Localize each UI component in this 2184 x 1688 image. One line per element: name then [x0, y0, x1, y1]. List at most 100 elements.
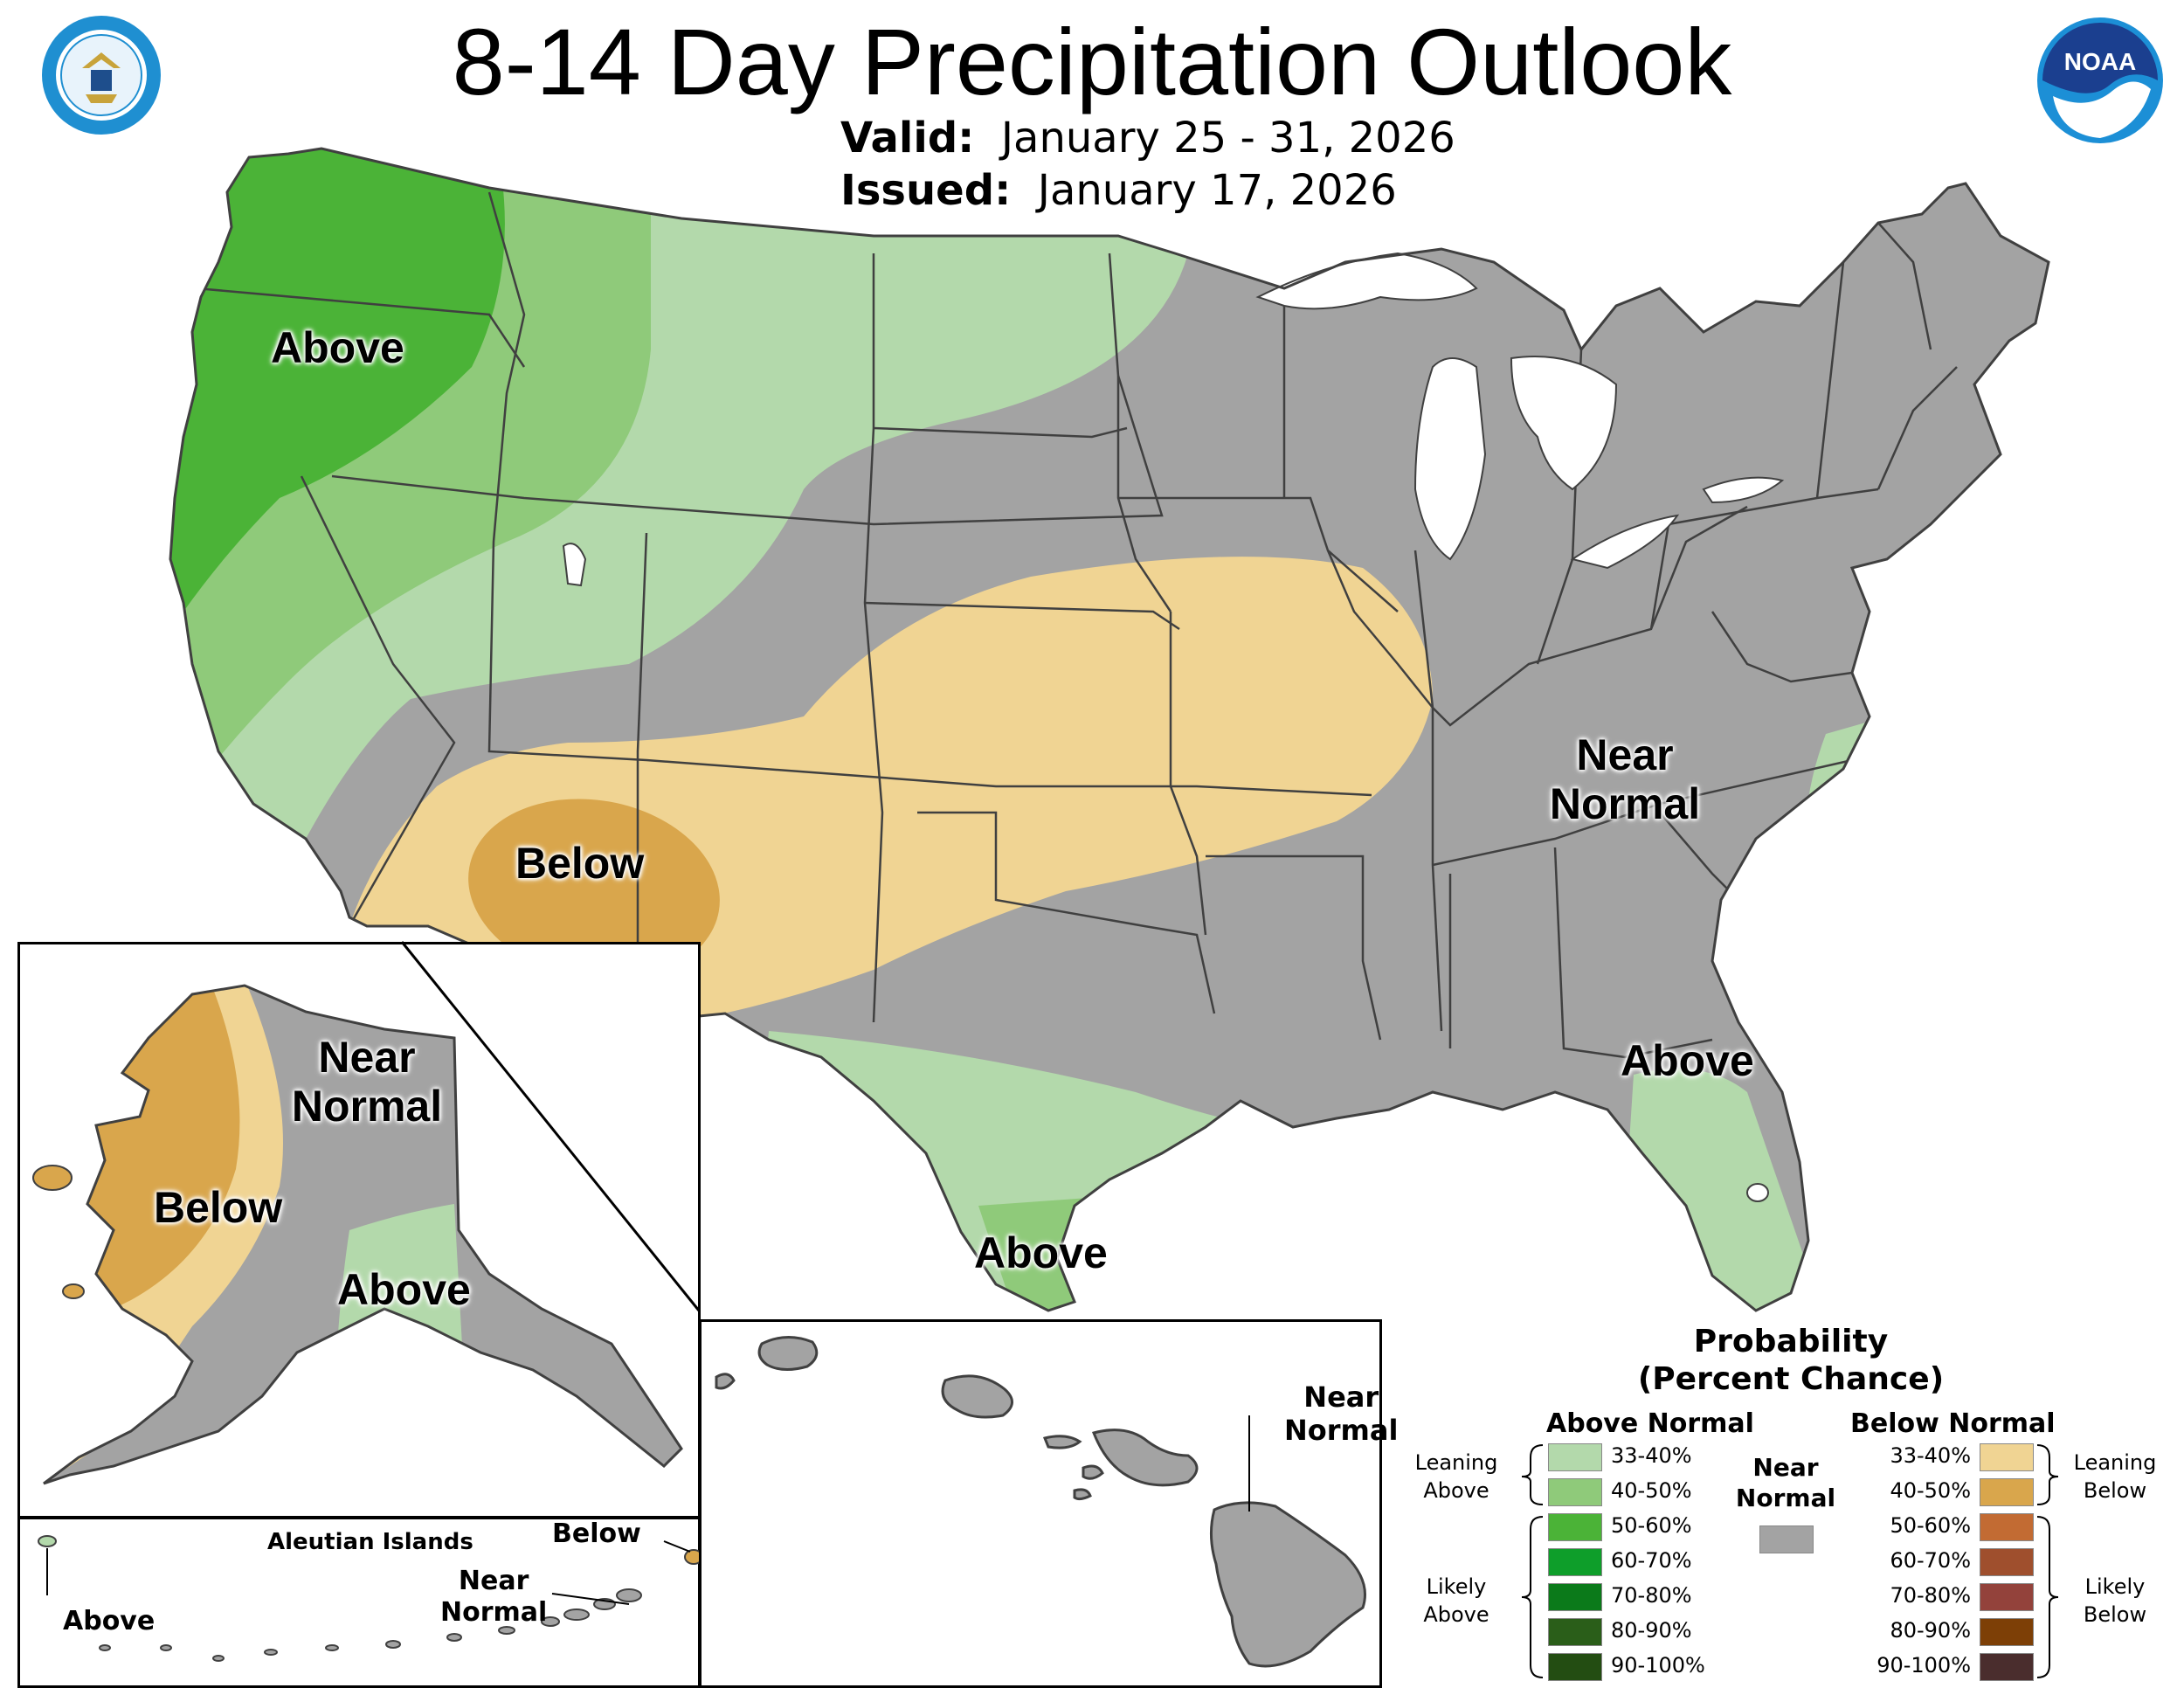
lanai-island: [1082, 1464, 1104, 1480]
legend-title-line1: Probability: [1693, 1324, 1889, 1359]
hawaii-normal-label: Normal: [1284, 1414, 1399, 1448]
legend-likely-above-line1: Likely: [1426, 1574, 1487, 1599]
east-normal-label: Normal: [1549, 779, 1701, 828]
legend-above-header: Above Normal: [1546, 1408, 1754, 1439]
page-title: 8-14 Day Precipitation Outlook: [452, 9, 1732, 114]
legend-likely-below-line1: Likely: [2084, 1574, 2146, 1599]
aleutian-near-normal-label: Near Normal: [440, 1566, 547, 1629]
legend-above-50-60-swatch: [1548, 1513, 1602, 1541]
issued-date: January 17, 2026: [1037, 166, 1397, 215]
issued-label: Issued:: [840, 166, 1012, 215]
legend-below-range-2: 40-50%: [1890, 1478, 1971, 1503]
legend-leaning-below-line2: Below: [2083, 1478, 2147, 1504]
legend-below-range-7: 90-100%: [1876, 1653, 1971, 1678]
st-lawrence-island: [32, 1165, 73, 1191]
legend-above-range-6: 80-90%: [1611, 1618, 1692, 1643]
great-salt-lake: [562, 543, 587, 587]
aleutian-near-label: Near: [458, 1566, 529, 1596]
legend-below-70-80-swatch: [1980, 1583, 2034, 1611]
lake-erie: [1570, 514, 1680, 570]
aleutian-normal-label: Normal: [440, 1597, 548, 1628]
legend-title-line2: (Percent Chance): [1637, 1361, 1945, 1398]
legend-likely-below-label: Likely Below: [2067, 1573, 2163, 1629]
legend-above-range-3: 50-60%: [1611, 1513, 1692, 1538]
aleutian-inset: [17, 1517, 701, 1688]
legend-above-range-7: 90-100%: [1611, 1653, 1705, 1678]
legend-likely-above-label: Likely Above: [1408, 1573, 1504, 1629]
below-40-50-region: [468, 799, 720, 980]
legend-leaning-above-label: Leaning Above: [1408, 1449, 1504, 1505]
alaska-normal-label: Normal: [291, 1082, 443, 1131]
alaska-near-label: Near: [318, 1033, 416, 1082]
legend-below-33-40-swatch: [1980, 1443, 2034, 1471]
legend-below-range-4: 60-70%: [1890, 1548, 1971, 1573]
legend-above-range-4: 60-70%: [1611, 1548, 1692, 1573]
aleutian-map: [38, 1535, 701, 1662]
legend-below-range-5: 70-80%: [1890, 1583, 1971, 1608]
aleutian-below-label: Below: [552, 1519, 641, 1549]
hawaii-near-label: Near: [1303, 1380, 1379, 1414]
department-of-commerce-seal-icon: [42, 16, 161, 135]
legend-normal-label: Normal: [1735, 1484, 1836, 1512]
legend-below-range-1: 33-40%: [1890, 1443, 1971, 1468]
nw-above-label: Above: [271, 323, 404, 372]
valid-line: Valid: January 25 - 31, 2026: [840, 114, 1455, 163]
east-near-normal-label: Near Normal: [1546, 730, 1704, 828]
hawaii-map: [715, 1336, 1366, 1668]
molokai-island: [1042, 1435, 1082, 1449]
alaska-above-label: Above: [337, 1265, 471, 1314]
alaska-below-label: Below: [154, 1183, 283, 1232]
maui-island: [1091, 1429, 1199, 1487]
kahoolawe-island: [1073, 1488, 1092, 1501]
aleutian-above-label: Above: [63, 1606, 156, 1636]
legend-likely-above-line2: Above: [1423, 1602, 1489, 1628]
texas-above-label: Above: [974, 1228, 1108, 1277]
hawaii-near-normal-label: Near Normal: [1284, 1380, 1398, 1448]
legend-leaning-above-line1: Leaning: [1414, 1450, 1498, 1475]
lake-huron: [1510, 356, 1618, 491]
legend-below-40-50-swatch: [1980, 1478, 2034, 1506]
valid-dates: January 25 - 31, 2026: [1000, 114, 1455, 163]
kauai-island: [757, 1336, 819, 1371]
big-island: [1210, 1501, 1366, 1668]
alaska-near-normal-label: Near Normal: [288, 1033, 446, 1131]
oahu-island: [941, 1374, 1013, 1419]
legend-above-range-5: 70-80%: [1611, 1583, 1692, 1608]
legend-above-60-70-swatch: [1548, 1548, 1602, 1576]
legend-above-33-40-swatch: [1548, 1443, 1602, 1471]
niihau-island: [715, 1373, 736, 1390]
aleutian-title: Aleutian Islands: [267, 1529, 473, 1555]
above-50-60-nw-region: [170, 149, 505, 629]
legend-above-range-1: 33-40%: [1611, 1443, 1692, 1468]
florida-above-label: Above: [1621, 1036, 1754, 1085]
issued-line: Issued: January 17, 2026: [840, 166, 1397, 215]
legend-leaning-below-label: Leaning Below: [2067, 1449, 2163, 1505]
conus-outline: [169, 147, 2050, 1312]
legend-below-60-70-swatch: [1980, 1548, 2034, 1576]
legend-below-range-3: 50-60%: [1890, 1513, 1971, 1538]
noaa-logo-text: NOAA: [2064, 48, 2136, 75]
legend-near-normal-label: Near Normal: [1733, 1452, 1838, 1513]
legend-likely-below-line2: Below: [2083, 1602, 2147, 1628]
legend-above-80-90-swatch: [1548, 1618, 1602, 1646]
sw-below-label: Below: [515, 839, 645, 888]
lake-ontario: [1702, 476, 1785, 504]
legend-below-50-60-swatch: [1980, 1513, 2034, 1541]
legend-title: Probability (Percent Chance): [1572, 1323, 2009, 1398]
legend-above-range-2: 40-50%: [1611, 1478, 1692, 1503]
legend-near-normal-swatch: [1759, 1525, 1814, 1553]
legend-below-80-90-swatch: [1980, 1618, 2034, 1646]
noaa-logo-icon: NOAA: [2037, 17, 2163, 143]
east-near-label: Near: [1576, 730, 1674, 779]
lake-okeechobee: [1746, 1183, 1769, 1202]
legend-near-label: Near: [1752, 1453, 1819, 1482]
legend-above-90-100-swatch: [1548, 1653, 1602, 1681]
legend-below-range-6: 80-90%: [1890, 1618, 1971, 1643]
alaska-map: [32, 984, 683, 1485]
valid-label: Valid:: [840, 114, 975, 163]
legend-below-header: Below Normal: [1850, 1408, 2056, 1439]
legend-above-40-50-swatch: [1548, 1478, 1602, 1506]
legend-above-70-80-swatch: [1548, 1583, 1602, 1611]
